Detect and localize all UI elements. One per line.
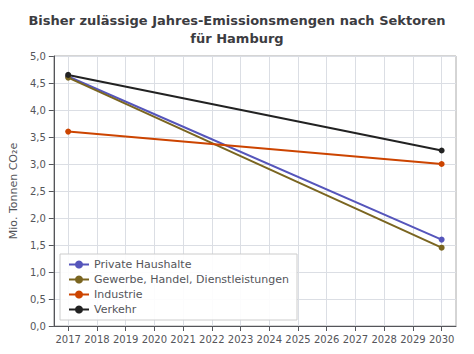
svg-text:2020: 2020 (142, 334, 167, 345)
svg-text:2027: 2027 (343, 334, 368, 345)
svg-text:1,5: 1,5 (30, 240, 46, 251)
svg-text:Private Haushalte: Private Haushalte (94, 258, 192, 271)
svg-text:0,0: 0,0 (30, 321, 46, 332)
svg-text:2,0: 2,0 (30, 213, 46, 224)
svg-text:Bisher zulässige Jahres-Emissi: Bisher zulässige Jahres-Emissionsmengen … (28, 13, 445, 28)
svg-text:2025: 2025 (285, 334, 310, 345)
svg-text:2017: 2017 (55, 334, 80, 345)
svg-text:2028: 2028 (371, 334, 396, 345)
svg-text:2,5: 2,5 (30, 186, 46, 197)
svg-text:4,0: 4,0 (30, 105, 46, 116)
svg-text:2023: 2023 (228, 334, 253, 345)
svg-text:2026: 2026 (314, 334, 339, 345)
svg-text:2019: 2019 (113, 334, 138, 345)
svg-text:für Hamburg: für Hamburg (190, 31, 283, 46)
svg-text:3,5: 3,5 (30, 132, 46, 143)
svg-text:2021: 2021 (170, 334, 195, 345)
svg-text:Gewerbe, Handel, Dienstleistun: Gewerbe, Handel, Dienstleistungen (94, 273, 289, 286)
svg-text:2022: 2022 (199, 334, 224, 345)
svg-text:Industrie: Industrie (94, 288, 143, 301)
svg-text:4,5: 4,5 (30, 78, 46, 89)
svg-text:2029: 2029 (400, 334, 425, 345)
svg-text:Mio. Tonnen CO₂e: Mio. Tonnen CO₂e (7, 143, 20, 240)
svg-text:Verkehr: Verkehr (94, 303, 137, 316)
svg-text:2030: 2030 (429, 334, 454, 345)
svg-text:2024: 2024 (257, 334, 282, 345)
svg-text:2018: 2018 (84, 334, 109, 345)
svg-text:5,0: 5,0 (30, 51, 46, 62)
svg-text:3,0: 3,0 (30, 159, 46, 170)
svg-text:1,0: 1,0 (30, 267, 46, 278)
svg-text:0,5: 0,5 (30, 294, 46, 305)
